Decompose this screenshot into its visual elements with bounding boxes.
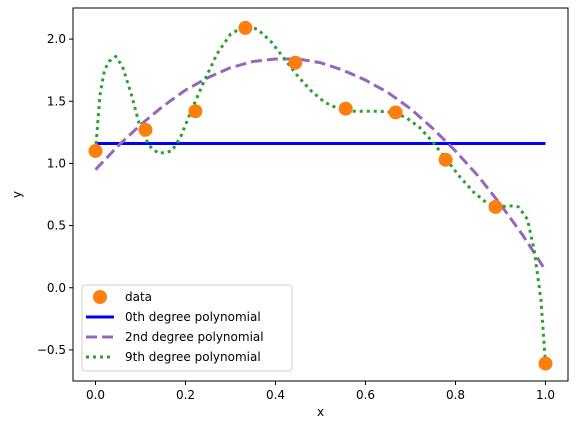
legend-label: 0th degree polynomial [125,310,261,324]
y-tick-label: 1.0 [47,156,66,170]
y-tick-label: 2.0 [47,32,66,46]
y-tick-label: −0.5 [37,343,66,357]
data-point [388,105,403,120]
data-point [488,199,503,214]
legend-label: 9th degree polynomial [125,350,261,364]
y-tick-label: 0.0 [47,281,66,295]
data-point [188,104,203,119]
y-tick-label: 0.5 [47,219,66,233]
y-axis-label: y [10,191,24,198]
legend-box [81,284,293,372]
y-tick-label: 1.5 [47,94,66,108]
x-tick-label: 0.2 [176,388,195,402]
series-line-2 [94,25,547,364]
data-point [338,101,353,116]
data-point [538,356,553,371]
x-tick-label: 0.4 [266,388,285,402]
legend-marker [93,290,107,304]
x-tick-label: 1.0 [536,388,555,402]
data-point [88,143,103,158]
legend-label: 2nd degree polynomial [125,330,264,344]
axes-frame [72,7,569,382]
x-axis-label: x [317,405,324,419]
x-tick-label: 0.0 [86,388,105,402]
x-tick-label: 0.8 [446,388,465,402]
legend-items: data 0th degree polynomial 2nd degree poly… [86,290,264,364]
data-point [138,122,153,137]
data-point [288,55,303,70]
plot-area: 0.0 0.2 0.4 0.6 0.8 1.0 −0.5 0.0 0.5 1.0 1.5 2.0 [37,7,569,402]
points-layer [88,20,553,371]
series-layer [94,25,547,364]
data-point [238,20,253,35]
x-ticks: 0.0 0.2 0.4 0.6 0.8 1.0 [86,381,555,402]
legend-label: data [125,290,152,304]
y-ticks: −0.5 0.0 0.5 1.0 1.5 2.0 [37,32,73,357]
legend: data 0th degree polynomial 2nd degree poly… [81,284,293,372]
series-line-1 [94,57,547,272]
data-point [438,152,453,167]
x-tick-label: 0.6 [356,388,375,402]
